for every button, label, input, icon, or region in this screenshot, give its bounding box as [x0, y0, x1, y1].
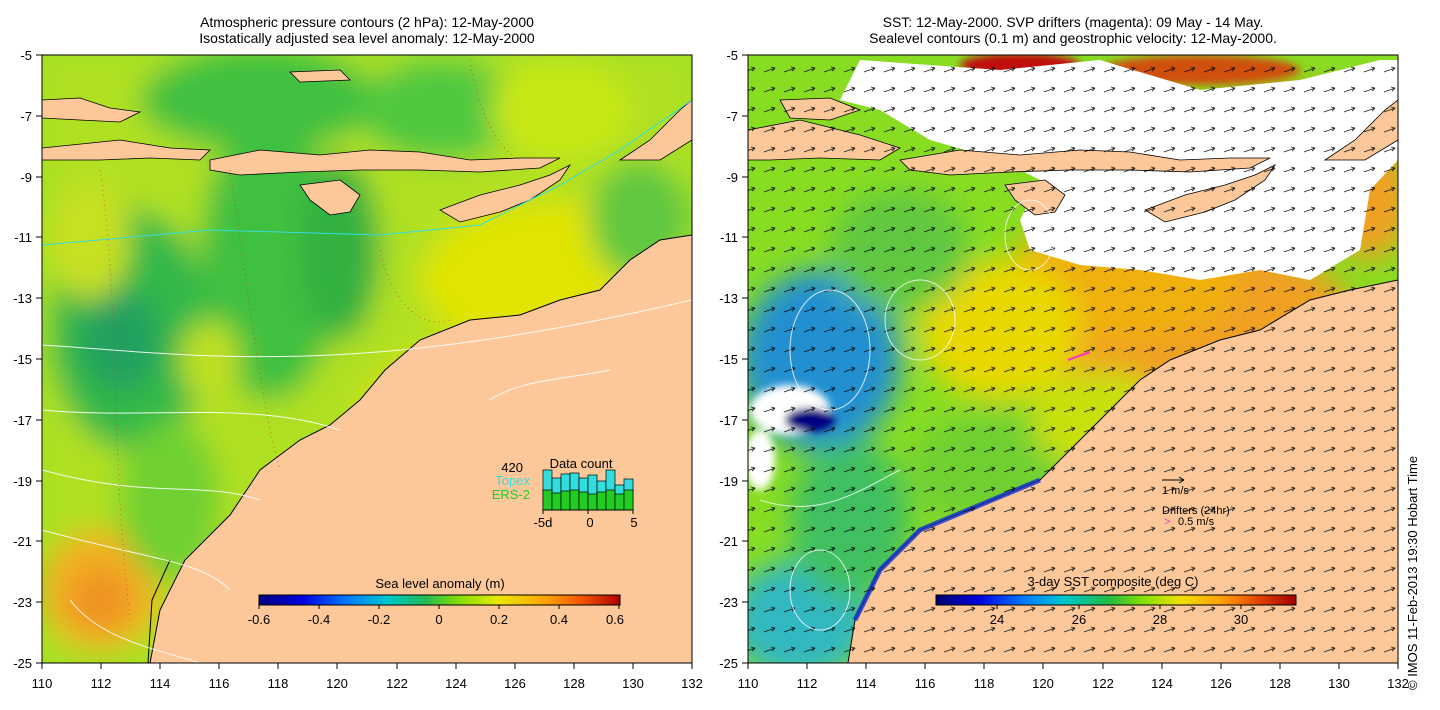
data-count-title: Data count — [550, 456, 613, 471]
data-count-series-ers2: ERS-2 — [492, 487, 530, 502]
left-xtick-3: 116 — [209, 676, 230, 691]
left-xtick-4: 118 — [268, 676, 289, 691]
left-xtick-8: 126 — [504, 676, 526, 691]
sla-tick-3: 0 — [435, 612, 442, 627]
drifter-label: Drifters (24hr) — [1162, 505, 1230, 517]
right-xtick-10: 130 — [1328, 676, 1350, 691]
data-count-xtick-1: 0 — [586, 515, 593, 530]
right-title: SST: 12-May-2000. SVP drifters (magenta)… — [748, 14, 1398, 46]
left-xtick-10: 130 — [622, 676, 644, 691]
velocity-scale-label: 1 m/s — [1162, 485, 1189, 497]
sla-tick-6: 0.6 — [606, 612, 624, 627]
sst-colorbar — [935, 594, 1297, 606]
right-ytick-10: -25 — [719, 656, 738, 671]
sla-tick-0: -0.6 — [248, 612, 270, 627]
left-ytick-5: -15 — [13, 352, 32, 367]
right-ytick-6: -17 — [719, 413, 738, 428]
right-ytick-9: -23 — [719, 595, 738, 610]
left-title-line2: Isostatically adjusted sea level anomaly… — [199, 30, 535, 46]
right-xtick-7: 124 — [1151, 676, 1173, 691]
sla-tick-1: -0.4 — [308, 612, 330, 627]
right-xtick-0: 110 — [738, 676, 759, 691]
right-ytick-4: -13 — [719, 291, 738, 306]
right-ytick-5: -15 — [719, 352, 738, 367]
right-xtick-5: 120 — [1032, 676, 1054, 691]
velocity-scale: 1 m/s — [1162, 476, 1189, 497]
right-xtick-4: 118 — [974, 676, 995, 691]
left-xtick-1: 112 — [91, 676, 112, 691]
left-ytick-8: -21 — [13, 534, 32, 549]
left-ytick-2: -9 — [20, 170, 32, 185]
sla-colorbar — [258, 594, 621, 606]
right-xtick-1: 112 — [797, 676, 818, 691]
left-ytick-0: -5 — [20, 48, 32, 63]
right-ytick-3: -11 — [720, 230, 738, 245]
right-ytick-0: -5 — [726, 48, 738, 63]
right-xtick-9: 128 — [1269, 676, 1291, 691]
sst-colorbar-label: 3-day SST composite (deg C) — [1028, 574, 1199, 589]
sla-colorbar-label: Sea level anomaly (m) — [375, 576, 504, 591]
right-map — [748, 55, 1398, 663]
left-xtick-6: 122 — [386, 676, 408, 691]
data-count-series-topex: Topex — [495, 473, 530, 488]
right-ytick-1: -7 — [726, 109, 738, 124]
left-title: Atmospheric pressure contours (2 hPa): 1… — [42, 14, 692, 46]
left-ytick-7: -19 — [13, 474, 32, 489]
left-xtick-9: 128 — [563, 676, 585, 691]
left-xtick-7: 124 — [445, 676, 467, 691]
sla-tick-2: -0.2 — [368, 612, 390, 627]
right-xtick-6: 122 — [1092, 676, 1114, 691]
sla-tick-5: 0.4 — [550, 612, 568, 627]
right-ytick-7: -19 — [719, 474, 738, 489]
right-xtick-11: 132 — [1387, 676, 1409, 691]
data-count-xtick-0: -5d — [534, 515, 553, 530]
drifter-arrow: > — [1164, 516, 1170, 528]
left-ytick-1: -7 — [20, 109, 32, 124]
right-ytick-2: -9 — [726, 170, 738, 185]
sst-tick-1: 26 — [1072, 612, 1086, 627]
left-xtick-11: 132 — [681, 676, 703, 691]
right-ytick-8: -21 — [719, 534, 738, 549]
data-count-max: 420 — [501, 460, 523, 475]
left-xtick-0: 110 — [32, 676, 53, 691]
drifter-scale: 0.5 m/s — [1178, 516, 1215, 528]
left-xtick-5: 120 — [326, 676, 348, 691]
sst-tick-2: 28 — [1153, 612, 1167, 627]
data-count-xtick-2: 5 — [630, 515, 637, 530]
left-xtick-2: 114 — [150, 676, 171, 691]
right-xtick-3: 116 — [915, 676, 936, 691]
data-count-inset: 420 Topex ERS-2 Data count — [492, 456, 638, 530]
right-title-line2: Sealevel contours (0.1 m) and geostrophi… — [869, 30, 1277, 46]
left-ytick-4: -13 — [13, 291, 32, 306]
left-ytick-3: -11 — [14, 230, 32, 245]
sst-tick-3: 30 — [1234, 612, 1248, 627]
right-xtick-8: 126 — [1210, 676, 1232, 691]
sst-tick-0: 24 — [990, 612, 1004, 627]
right-xtick-2: 114 — [856, 676, 877, 691]
copyright: © IMOS 11-Feb-2013 19:30 Hobart Time — [1405, 455, 1420, 690]
left-title-line1: Atmospheric pressure contours (2 hPa): 1… — [200, 14, 534, 30]
sla-tick-4: 0.2 — [490, 612, 508, 627]
left-ytick-9: -23 — [13, 595, 32, 610]
left-ytick-10: -25 — [13, 656, 32, 671]
right-title-line1: SST: 12-May-2000. SVP drifters (magenta)… — [882, 14, 1264, 30]
left-ytick-6: -17 — [13, 413, 32, 428]
